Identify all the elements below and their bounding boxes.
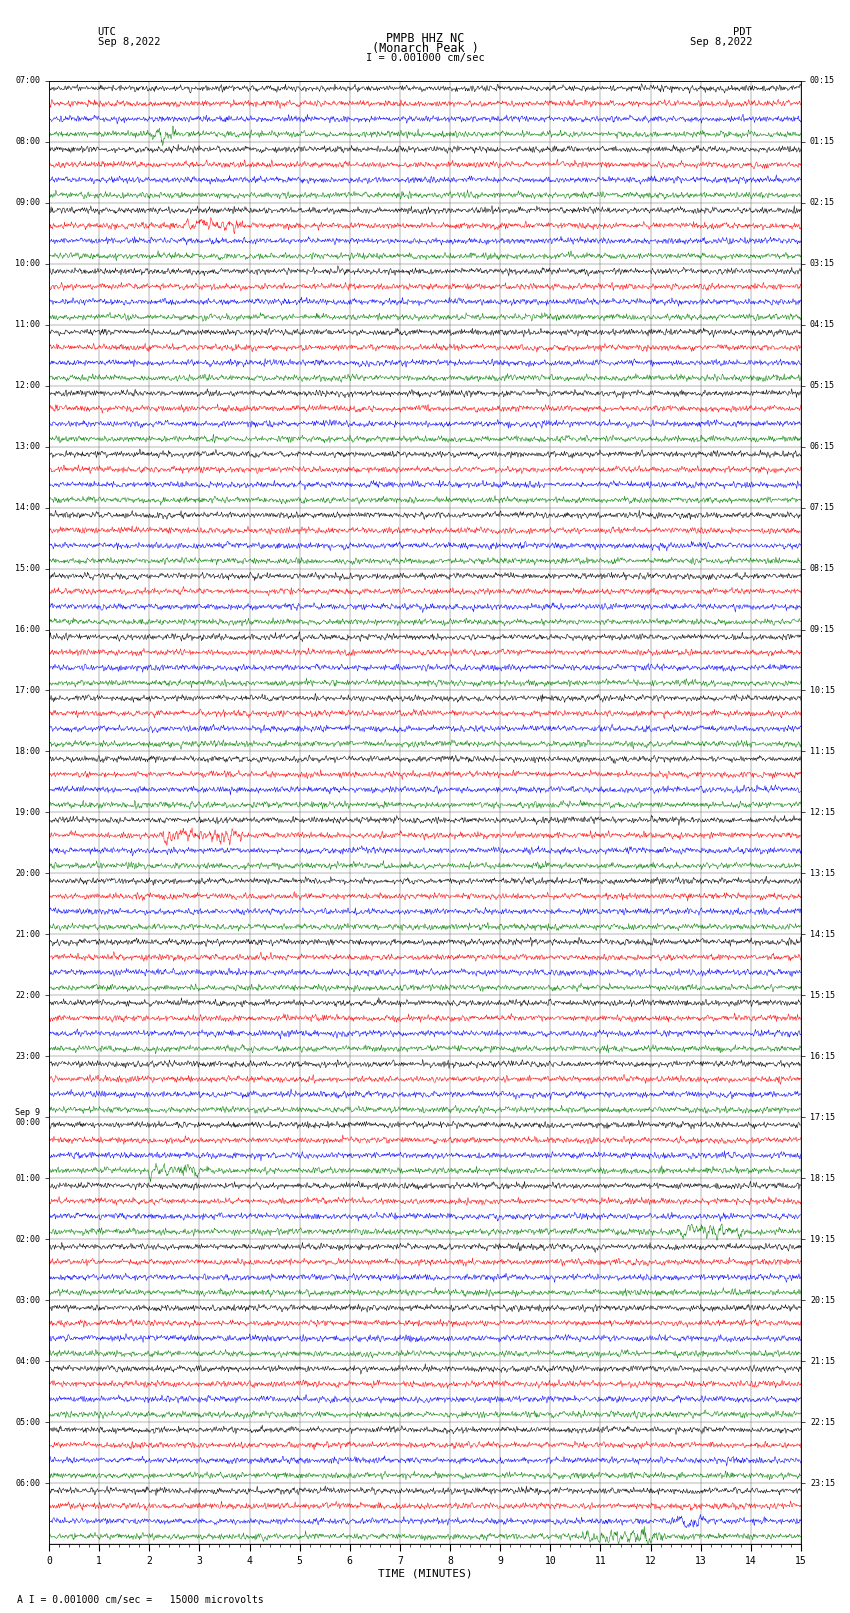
Text: UTC: UTC <box>98 27 116 37</box>
Text: PMPB HHZ NC: PMPB HHZ NC <box>386 32 464 45</box>
Text: I = 0.001000 cm/sec: I = 0.001000 cm/sec <box>366 53 484 63</box>
Text: Sep 8,2022: Sep 8,2022 <box>98 37 161 47</box>
Text: (Monarch Peak ): (Monarch Peak ) <box>371 42 479 55</box>
X-axis label: TIME (MINUTES): TIME (MINUTES) <box>377 1569 473 1579</box>
Text: PDT: PDT <box>734 27 752 37</box>
Text: Sep 8,2022: Sep 8,2022 <box>689 37 752 47</box>
Text: A I = 0.001000 cm/sec =   15000 microvolts: A I = 0.001000 cm/sec = 15000 microvolts <box>17 1595 264 1605</box>
